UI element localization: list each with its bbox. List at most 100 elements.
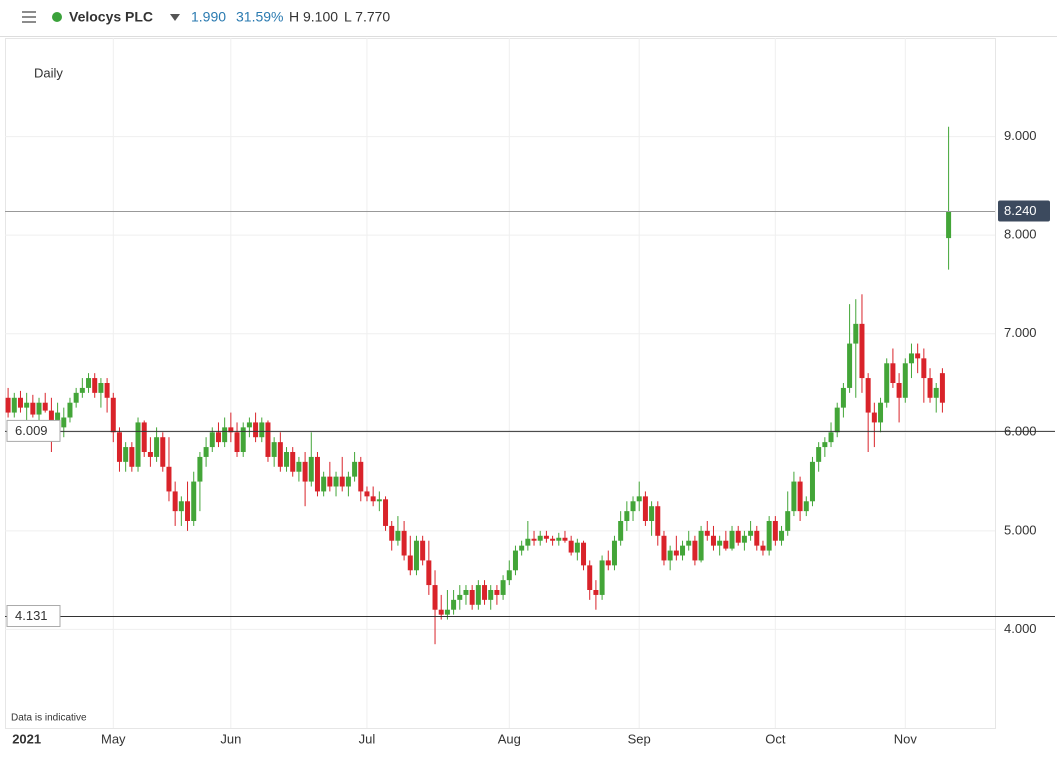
y-tick-label: 7.000 xyxy=(1004,325,1037,340)
candle-body xyxy=(321,476,327,492)
candle-body xyxy=(599,560,605,595)
candle-body xyxy=(92,378,98,393)
candle-body xyxy=(73,392,79,403)
candle-body xyxy=(741,535,747,543)
candle-body xyxy=(215,432,221,443)
candle-body xyxy=(785,511,791,531)
last-price-box xyxy=(998,200,1050,222)
candle-body xyxy=(358,461,364,492)
candle-body xyxy=(661,535,667,561)
dropdown-arrow[interactable] xyxy=(170,14,180,21)
candle-body xyxy=(240,427,246,452)
candle-body xyxy=(519,545,525,551)
candle-body xyxy=(438,609,444,615)
candle-body xyxy=(308,456,314,482)
candle-body xyxy=(253,422,259,438)
x-tick-label: Sep xyxy=(628,731,651,746)
candle-body xyxy=(816,447,822,462)
candle-body xyxy=(30,402,36,415)
candle-body xyxy=(704,530,710,536)
candle-body xyxy=(141,422,147,452)
candle-body xyxy=(284,452,290,467)
candle-body xyxy=(859,323,865,379)
candle-body xyxy=(98,383,104,393)
candle-body xyxy=(290,452,296,472)
candle-body xyxy=(197,456,203,482)
candle-body xyxy=(259,422,265,438)
candle-body xyxy=(469,590,475,605)
change-pct: 31.59% xyxy=(236,9,283,25)
candle-body xyxy=(265,422,271,457)
candle-body xyxy=(364,491,370,497)
candle-body xyxy=(791,481,797,512)
candle-body xyxy=(147,452,153,457)
y-tick-label: 6.000 xyxy=(1004,424,1037,439)
candle-body xyxy=(692,540,698,561)
candle-body xyxy=(698,530,704,561)
candle-body xyxy=(457,594,463,600)
candle-body xyxy=(710,535,716,546)
instrument-name[interactable]: Velocys PLC xyxy=(69,9,153,25)
candle-body xyxy=(797,481,803,512)
candle-body xyxy=(160,437,166,467)
candle-body xyxy=(228,427,234,433)
candle-body xyxy=(562,537,568,541)
candle-body xyxy=(890,363,896,383)
candle-body xyxy=(902,363,908,398)
candle-body xyxy=(933,387,939,398)
candle-body xyxy=(853,323,859,344)
candle-body xyxy=(246,422,252,428)
candle-body xyxy=(587,565,593,590)
level-label-box xyxy=(6,419,61,442)
candle-body xyxy=(333,476,339,487)
candle-body xyxy=(921,358,927,379)
candle-body xyxy=(352,461,358,477)
candle-body xyxy=(946,211,952,239)
candle-body xyxy=(271,442,277,457)
candle-body xyxy=(48,410,54,423)
candle-body xyxy=(135,422,141,467)
candle-body xyxy=(463,590,469,595)
candle-body xyxy=(61,417,67,428)
candle-body xyxy=(339,476,345,487)
status-dot xyxy=(52,12,62,22)
day-low: L 7.770 xyxy=(344,9,390,25)
level-label: 4.131 xyxy=(15,608,48,623)
candle-body xyxy=(55,412,61,423)
candle-body xyxy=(401,530,407,556)
candle-body xyxy=(896,383,902,398)
candle-body xyxy=(939,373,945,403)
candle-body xyxy=(834,407,840,433)
candle-body xyxy=(878,402,884,423)
candle-body xyxy=(413,540,419,571)
candle-body xyxy=(593,590,599,595)
candle-body xyxy=(543,535,549,539)
header-bar xyxy=(0,0,1057,36)
menu-icon[interactable] xyxy=(22,11,36,23)
candle-body xyxy=(172,491,178,512)
candle-body xyxy=(735,530,741,543)
candle-body xyxy=(407,555,413,571)
candle-body xyxy=(636,496,642,502)
x-tick-label: May xyxy=(101,731,126,746)
level-label-box xyxy=(6,605,61,628)
candle-body xyxy=(642,496,648,521)
candle-body xyxy=(847,343,853,388)
candle-body xyxy=(512,550,518,571)
candle-body xyxy=(908,353,914,364)
candle-body xyxy=(116,432,122,462)
candle-body xyxy=(927,378,933,398)
candle-body xyxy=(766,521,772,551)
candle-body xyxy=(624,511,630,521)
candle-body xyxy=(772,521,778,541)
candle-body xyxy=(203,447,209,457)
candle-body xyxy=(302,461,308,482)
candle-body xyxy=(277,442,283,467)
candle-body xyxy=(680,545,686,556)
x-tick-label: Oct xyxy=(765,731,786,746)
candle-body xyxy=(17,397,23,408)
candle-body xyxy=(673,550,679,556)
candle-body xyxy=(24,402,30,408)
candle-body xyxy=(296,461,302,472)
